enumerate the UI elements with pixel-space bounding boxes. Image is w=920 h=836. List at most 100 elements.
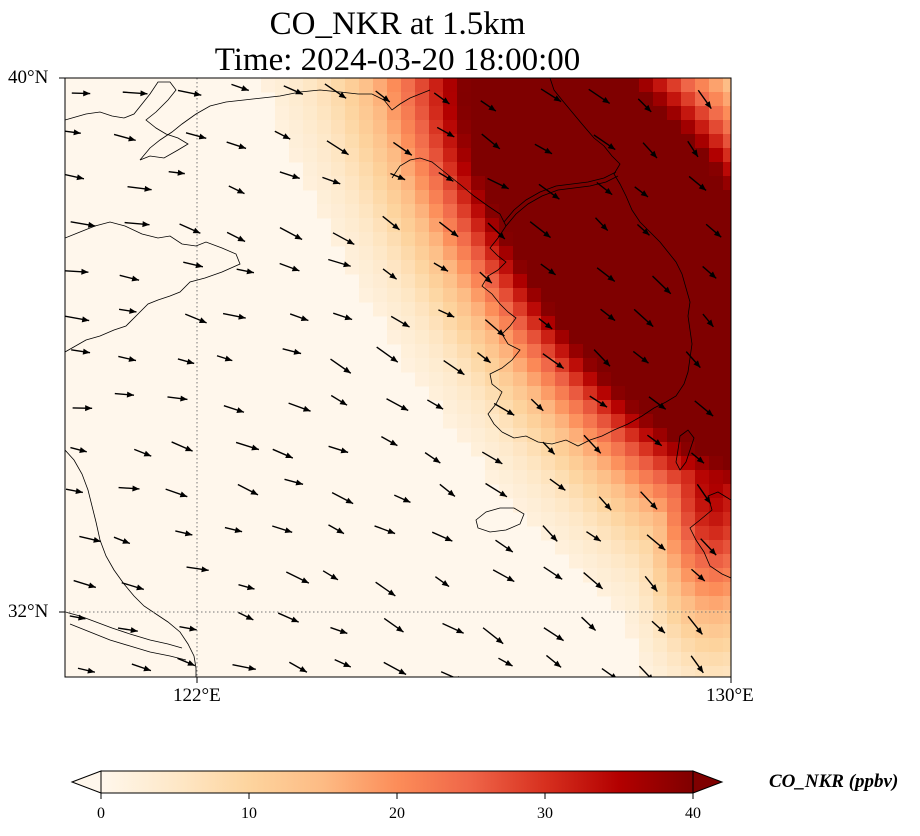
field-cell xyxy=(723,638,731,653)
field-cell xyxy=(555,274,570,289)
field-cell xyxy=(471,274,486,289)
field-cell xyxy=(611,274,626,289)
field-cell xyxy=(653,246,668,261)
field-cell xyxy=(639,330,654,345)
field-cell xyxy=(723,526,731,541)
field-cell xyxy=(513,148,528,163)
wind-arrow xyxy=(382,268,398,280)
wind-arrow xyxy=(122,90,148,97)
field-cell xyxy=(695,582,710,597)
wind-arrow xyxy=(702,313,714,328)
field-cell xyxy=(667,610,682,625)
field-cell xyxy=(681,78,696,93)
field-cell xyxy=(597,120,612,135)
colorbar-extend-low xyxy=(70,770,102,794)
field-cell xyxy=(485,386,500,401)
wind-arrow xyxy=(442,622,464,634)
field-cell xyxy=(457,330,472,345)
field-cell xyxy=(597,274,612,289)
coastline-north-korea-west xyxy=(391,157,521,433)
field-cell xyxy=(597,568,612,583)
field-cell xyxy=(709,288,724,303)
field-cell xyxy=(471,358,486,373)
field-cell xyxy=(639,414,654,429)
field-cell xyxy=(471,400,486,415)
field-cell xyxy=(569,358,584,373)
field-cell xyxy=(513,260,528,275)
field-cell xyxy=(653,190,668,205)
field-cell xyxy=(653,652,668,667)
wind-arrow xyxy=(530,398,544,412)
field-cell xyxy=(723,414,731,429)
field-cell xyxy=(639,176,654,191)
field-cell xyxy=(541,456,556,471)
field-cell xyxy=(443,414,458,429)
wind-arrow xyxy=(381,436,398,447)
field-cell xyxy=(541,148,556,163)
field-cell xyxy=(681,232,696,247)
field-cell xyxy=(527,498,542,513)
field-cell xyxy=(569,232,584,247)
wind-arrow xyxy=(588,88,611,104)
wind-arrow xyxy=(542,441,556,455)
field-cell xyxy=(345,190,360,205)
field-cell xyxy=(373,106,388,121)
wind-arrow xyxy=(282,348,302,355)
field-cell xyxy=(527,106,542,121)
field-cell xyxy=(541,484,556,499)
field-cell xyxy=(457,148,472,163)
field-cell xyxy=(667,92,682,107)
field-cell xyxy=(625,92,640,107)
wind-arrow xyxy=(439,483,456,498)
lat-label-32: 32°N xyxy=(8,601,49,622)
field-cell xyxy=(611,246,626,261)
field-cell xyxy=(639,288,654,303)
wind-arrow xyxy=(596,267,616,282)
field-cell xyxy=(317,120,332,135)
field-cell xyxy=(513,386,528,401)
field-cell xyxy=(513,78,528,93)
field-cell xyxy=(653,78,668,93)
field-cell xyxy=(443,148,458,163)
field-cell xyxy=(625,274,640,289)
field-cell xyxy=(555,302,570,317)
field-cell xyxy=(625,610,640,625)
field-cell xyxy=(569,260,584,275)
wind-arrow xyxy=(274,130,291,140)
field-cell xyxy=(639,568,654,583)
field-cell xyxy=(667,358,682,373)
field-cell xyxy=(639,666,654,677)
field-cell xyxy=(667,344,682,359)
wind-arrow xyxy=(386,398,409,412)
field-cell xyxy=(709,610,724,625)
field-cell xyxy=(429,246,444,261)
field-cell xyxy=(653,148,668,163)
field-cell xyxy=(611,470,626,485)
field-cell xyxy=(317,106,332,121)
wind-arrow xyxy=(696,483,712,505)
wind-arrow xyxy=(646,434,663,447)
wind-arrow xyxy=(117,627,138,634)
field-cell xyxy=(289,78,304,93)
field-cell xyxy=(499,442,514,457)
field-cell xyxy=(723,274,731,289)
field-cell xyxy=(667,190,682,205)
field-cell xyxy=(709,400,724,415)
field-cell xyxy=(639,134,654,149)
wind-arrow xyxy=(538,317,553,330)
field-cell xyxy=(457,162,472,177)
field-cell xyxy=(443,386,458,401)
field-cell xyxy=(569,386,584,401)
field-cell xyxy=(709,526,724,541)
field-cell xyxy=(611,512,626,527)
field-cell xyxy=(569,274,584,289)
wind-arrow xyxy=(238,584,255,591)
field-cell xyxy=(569,190,584,205)
field-cell xyxy=(443,316,458,331)
field-cell xyxy=(583,540,598,555)
field-cell xyxy=(667,274,682,289)
field-cell xyxy=(625,498,640,513)
field-cell xyxy=(457,386,472,401)
field-cell xyxy=(345,120,360,135)
field-cell xyxy=(667,134,682,149)
